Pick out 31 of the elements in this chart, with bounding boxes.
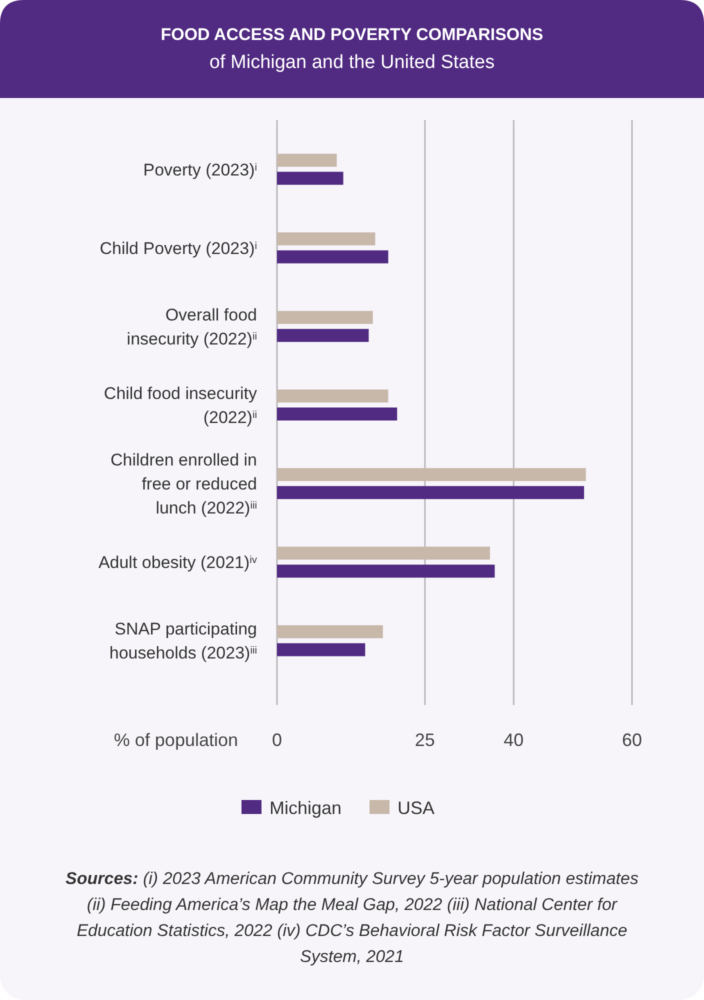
x-tick-label: 60 [622, 730, 642, 750]
legend-label: USA [398, 798, 435, 818]
bar [277, 172, 344, 185]
y-tick-label: Child food insecurity (2022)$^{ii}$ [104, 384, 258, 427]
x-tick-label: 0 [272, 730, 282, 750]
bar [277, 468, 586, 482]
y-tick-label: Children enrolled in free or reduced lunch (2022)$^{iii}$ [110, 450, 257, 518]
text: Sources: (i) 2023 American Community Survey 5-year population estimates (ii) Feeding America’s Map the Meal Gap, 2022 (iii) National Center for Education Statistics, 2022 (iv) CDC’s Behavioral Risk Factor Surveillance System, 2021 [66, 869, 638, 966]
x-axis-title: % of population [114, 730, 238, 750]
y-tick-label: SNAP participating households (2023)$^{iii}$ [109, 620, 257, 663]
x-tick-label: 25 [414, 730, 435, 750]
bar [277, 408, 398, 420]
bar [277, 625, 383, 638]
y-tick-label: Adult obesity (2021)$^{iv}$ [98, 553, 258, 572]
bar [277, 546, 490, 560]
bar [277, 643, 366, 656]
bar [277, 232, 376, 246]
bar [277, 486, 584, 500]
bar [277, 154, 337, 167]
chart-subtitle: of Michigan and the United States [209, 52, 495, 73]
legend-label: Michigan [269, 798, 342, 818]
chart-title: FOOD ACCESS AND POVERTY COMPARISONS [160, 25, 544, 44]
bar [277, 310, 373, 324]
y-tick-label: Overall food insecurity (2022)$^{ii}$ [126, 305, 257, 348]
y-tick-label: Child Poverty (2023)$^{i}$ [100, 238, 257, 258]
bar [277, 328, 369, 342]
y-tick-label: Poverty (2023)$^{i}$ [143, 160, 257, 180]
bar [277, 564, 495, 578]
bar [277, 250, 388, 264]
bar [277, 390, 388, 402]
x-tick-label: 40 [504, 730, 524, 750]
